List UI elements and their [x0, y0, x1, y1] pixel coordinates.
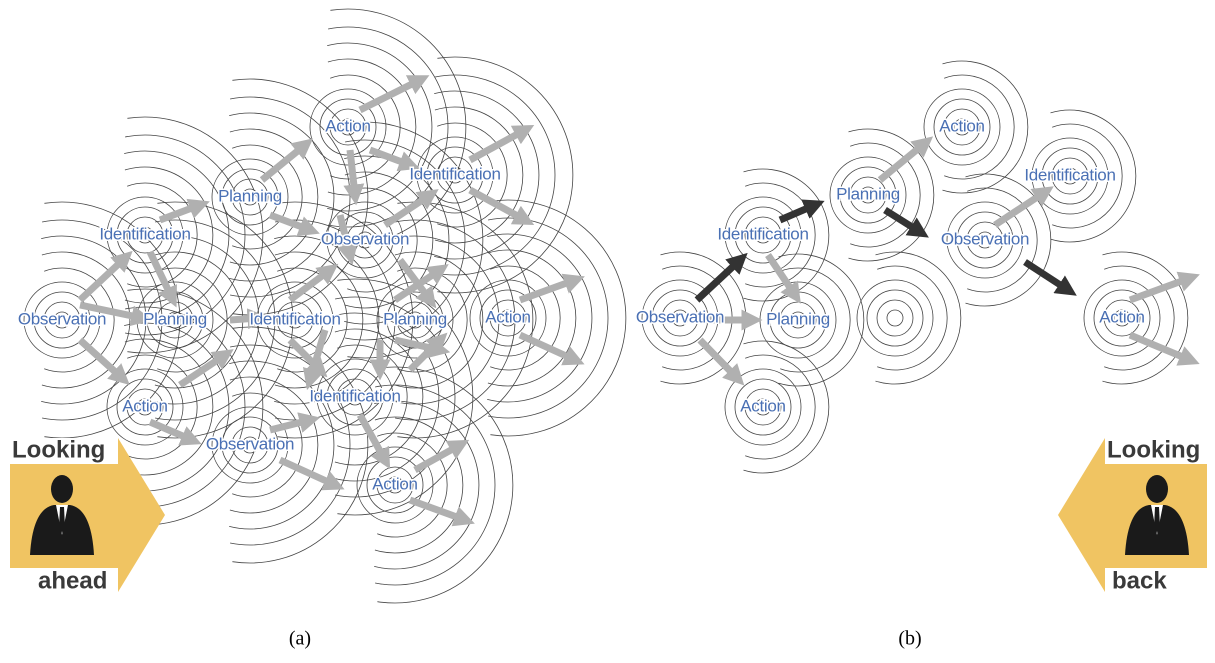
node-label: Observation [321, 229, 409, 248]
arrow [80, 258, 125, 300]
arrow [262, 145, 305, 180]
arrow [1025, 262, 1068, 290]
ring [887, 310, 903, 326]
node-label: Planning [383, 309, 447, 328]
node-label: Action [122, 396, 167, 415]
wave-arc [877, 266, 947, 370]
node-label: Action [740, 396, 785, 415]
badge-bottom-text: back [1112, 567, 1167, 594]
arrow [310, 330, 325, 380]
arrow [80, 340, 122, 378]
arrow [885, 210, 920, 232]
arrow [520, 280, 575, 300]
node-label: Planning [836, 184, 900, 203]
badge-bottom-text: ahead [38, 567, 107, 594]
node-label: Identification [309, 386, 400, 405]
arrow [995, 192, 1045, 225]
node-label: Identification [1024, 165, 1115, 184]
badge-top-text: Looking [12, 436, 105, 463]
wave-arc [876, 252, 961, 384]
caption: (a) [289, 628, 311, 650]
node-label: Identification [249, 309, 340, 328]
arrow [270, 420, 310, 430]
badge-top-text: Looking [1107, 436, 1200, 463]
arrow [150, 252, 172, 298]
arrow [270, 215, 310, 230]
arrow [395, 270, 440, 300]
node-label: Observation [636, 307, 724, 326]
node-label: Identification [409, 164, 500, 183]
caption: (b) [898, 628, 921, 650]
node-label: Planning [766, 309, 830, 328]
arrow [520, 335, 575, 360]
ring [867, 290, 923, 346]
node-label: Planning [218, 186, 282, 205]
ring [877, 300, 913, 336]
node-label: Observation [941, 229, 1029, 248]
node-label: Identification [99, 224, 190, 243]
arrow [150, 422, 192, 440]
node-label: Action [1099, 307, 1144, 326]
node-label: Observation [18, 309, 106, 328]
diagram: Observation Identification Planning Action P… [0, 0, 1215, 663]
node-label: Action [372, 474, 417, 493]
arrow [410, 500, 465, 520]
node-label: Action [325, 116, 370, 135]
arrow [360, 415, 385, 460]
arrow [370, 150, 410, 165]
node-label: Observation [206, 434, 294, 453]
node-label: Planning [143, 309, 207, 328]
node-label: Action [939, 116, 984, 135]
arrow [180, 355, 225, 385]
wave-rings [24, 9, 1188, 603]
node-label: Identification [717, 224, 808, 243]
node-label: Action [485, 307, 530, 326]
badge-ahead: Looking ahead [10, 436, 165, 594]
ring [857, 280, 933, 356]
arrow [350, 150, 355, 195]
badge-back: Looking back [1058, 436, 1207, 594]
arrows [80, 80, 1190, 520]
